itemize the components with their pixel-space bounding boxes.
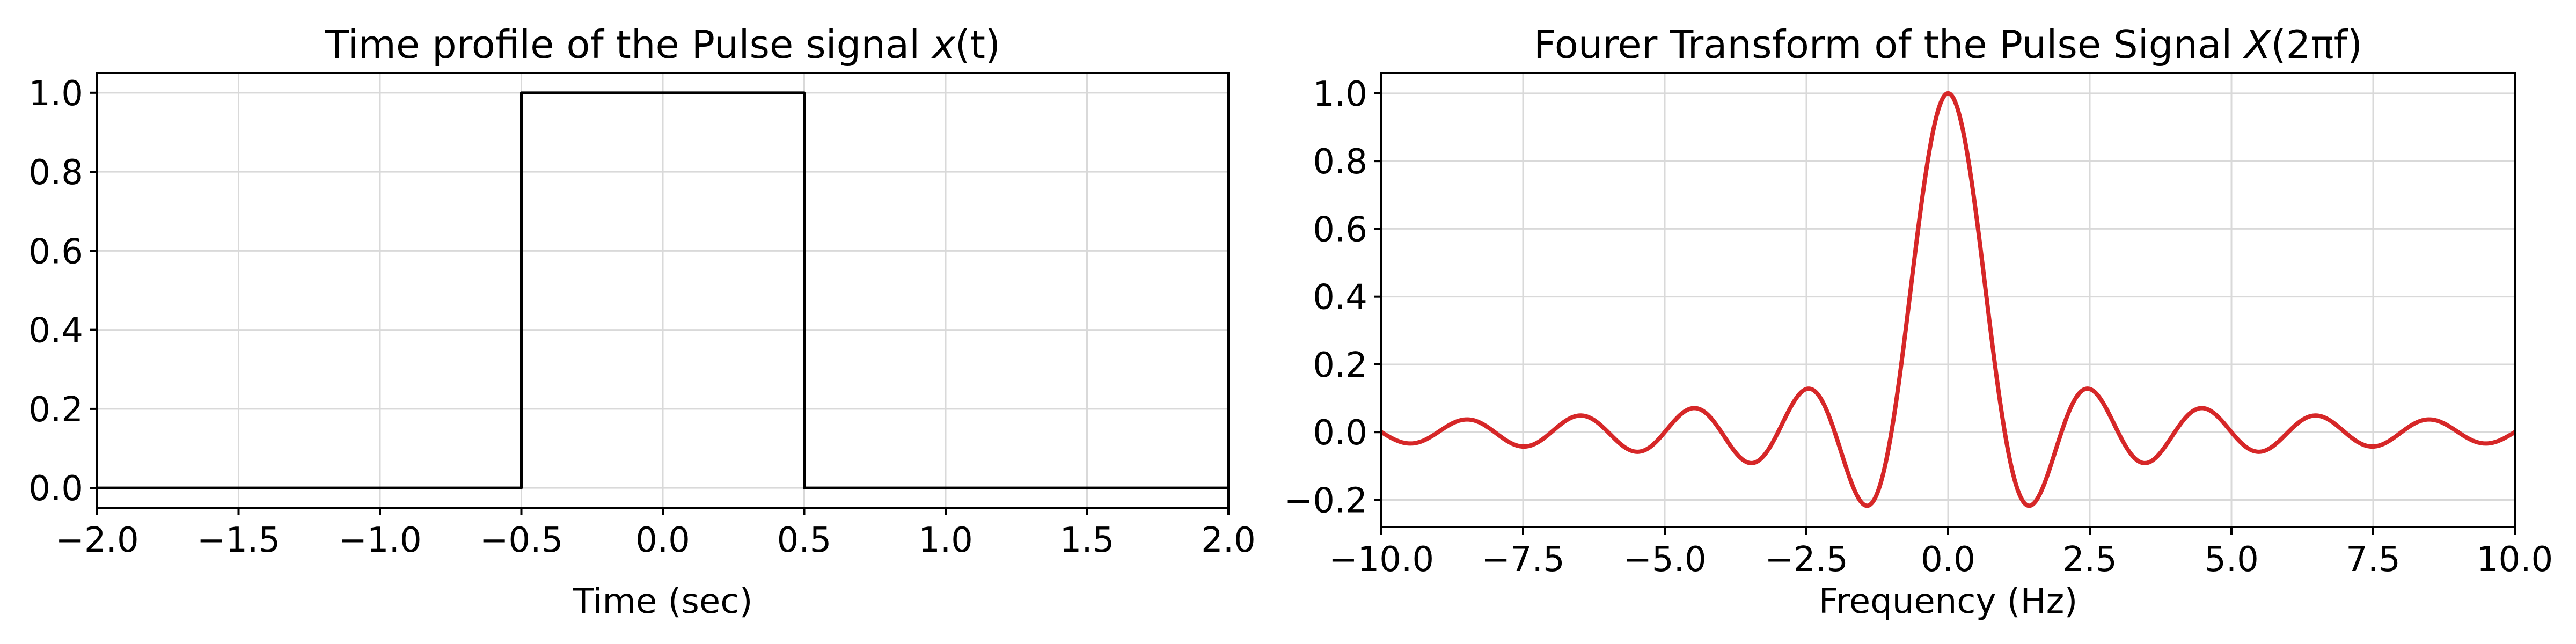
x-tick-label: 1.5 bbox=[1060, 521, 1115, 560]
fourier-transform-chart: Fourer Transform of the Pulse Signal X(2… bbox=[1284, 22, 2553, 621]
x-tick-label: −5.0 bbox=[1623, 540, 1706, 580]
x-tick-label: −2.5 bbox=[1765, 540, 1848, 580]
x-tick-label: −1.5 bbox=[197, 521, 280, 560]
y-tick-label: 1.0 bbox=[1313, 75, 1367, 114]
y-tick-label: −0.2 bbox=[1284, 481, 1367, 521]
y-tick-label: 0.2 bbox=[28, 390, 83, 430]
y-tick-label: 0.4 bbox=[28, 311, 83, 351]
x-tick-label: 2.0 bbox=[1201, 521, 1256, 560]
series-line bbox=[97, 91, 1228, 489]
x-tick-label: 0.0 bbox=[1921, 540, 1975, 580]
x-tick-label: 0.0 bbox=[635, 521, 690, 560]
y-tick-label: 0.0 bbox=[28, 469, 83, 509]
chart-title: Time profile of the Pulse signal x(t) bbox=[325, 22, 1000, 67]
x-tick-label: 7.5 bbox=[2346, 540, 2401, 580]
x-tick-label: 0.5 bbox=[777, 521, 832, 560]
grid bbox=[96, 73, 1230, 508]
x-tick-label: −10.0 bbox=[1329, 540, 1434, 580]
x-axis-label: Frequency (Hz) bbox=[1819, 582, 2078, 621]
y-tick-label: 0.0 bbox=[1313, 413, 1367, 453]
x-tick-label: −2.0 bbox=[55, 521, 138, 560]
series-layer bbox=[1380, 91, 2516, 508]
y-tick-label: 0.6 bbox=[1313, 210, 1367, 250]
y-tick-label: 0.6 bbox=[28, 232, 83, 272]
ticks: −10.0 −7.5 −5.0 −2.5 0.0 2.5 5.0 7.5 10.0 −0.2 0.0… bbox=[1284, 75, 2553, 580]
x-tick-label: −1.0 bbox=[338, 521, 421, 560]
x-tick-label: 10.0 bbox=[2477, 540, 2553, 580]
y-tick-label: 1.0 bbox=[28, 74, 83, 114]
x-tick-label: 5.0 bbox=[2204, 540, 2259, 580]
x-axis-label: Time (sec) bbox=[573, 582, 753, 621]
y-tick-label: 0.2 bbox=[1313, 346, 1367, 385]
series-layer bbox=[97, 91, 1228, 489]
pulse-time-chart: Time profile of the Pulse signal x(t) −2… bbox=[28, 22, 1256, 621]
x-tick-label: −0.5 bbox=[480, 521, 563, 560]
chart-title: Fourer Transform of the Pulse Signal X(2… bbox=[1534, 22, 2362, 67]
y-tick-label: 0.8 bbox=[1313, 142, 1367, 182]
y-tick-label: 0.4 bbox=[1313, 278, 1367, 318]
ticks: −2.0 −1.5 −1.0 −0.5 0.0 0.5 1.0 1.5 2.0 0.0 0.2 0.4… bbox=[28, 74, 1256, 560]
x-tick-label: 1.0 bbox=[918, 521, 973, 560]
series-line bbox=[1380, 91, 2516, 508]
y-tick-label: 0.8 bbox=[28, 153, 83, 193]
x-tick-label: −7.5 bbox=[1481, 540, 1564, 580]
x-tick-label: 2.5 bbox=[2062, 540, 2117, 580]
grid bbox=[1380, 73, 2516, 527]
